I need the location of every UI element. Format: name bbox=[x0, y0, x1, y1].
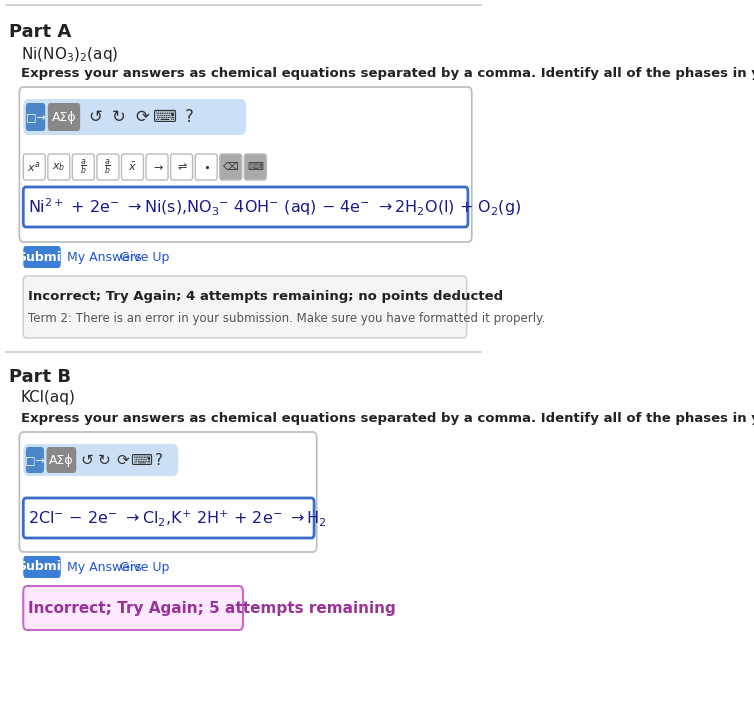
Text: $\bullet$: $\bullet$ bbox=[203, 162, 210, 172]
Text: $\rightleftharpoons$: $\rightleftharpoons$ bbox=[175, 162, 188, 173]
Text: ↺: ↺ bbox=[80, 452, 93, 468]
FancyBboxPatch shape bbox=[23, 586, 243, 630]
FancyBboxPatch shape bbox=[26, 103, 45, 131]
FancyBboxPatch shape bbox=[26, 447, 44, 473]
FancyBboxPatch shape bbox=[121, 154, 143, 180]
FancyBboxPatch shape bbox=[23, 187, 468, 227]
Text: ⌨: ⌨ bbox=[154, 108, 177, 126]
Text: □→: □→ bbox=[25, 455, 44, 465]
Text: ⌨: ⌨ bbox=[130, 452, 152, 468]
FancyBboxPatch shape bbox=[72, 154, 94, 180]
FancyBboxPatch shape bbox=[47, 447, 76, 473]
FancyBboxPatch shape bbox=[97, 154, 119, 180]
FancyBboxPatch shape bbox=[170, 154, 192, 180]
FancyBboxPatch shape bbox=[244, 154, 266, 180]
Text: ↺: ↺ bbox=[89, 108, 103, 126]
FancyBboxPatch shape bbox=[48, 103, 80, 131]
Text: Incorrect; Try Again; 4 attempts remaining; no points deducted: Incorrect; Try Again; 4 attempts remaini… bbox=[29, 290, 504, 303]
Text: ⌨: ⌨ bbox=[247, 162, 263, 172]
FancyBboxPatch shape bbox=[20, 432, 317, 552]
FancyBboxPatch shape bbox=[23, 99, 247, 135]
Text: Give Up: Give Up bbox=[120, 560, 169, 573]
Text: ↻: ↻ bbox=[112, 108, 126, 126]
Text: Ni(NO$_3$)$_2$(aq): Ni(NO$_3$)$_2$(aq) bbox=[20, 45, 118, 64]
Text: Term 2: There is an error in your submission. Make sure you have formatted it pr: Term 2: There is an error in your submis… bbox=[29, 312, 546, 325]
Text: Part A: Part A bbox=[9, 23, 72, 41]
Text: ?: ? bbox=[155, 452, 163, 468]
Text: AΣϕ: AΣϕ bbox=[52, 110, 76, 123]
Text: $\frac{a}{b}$: $\frac{a}{b}$ bbox=[105, 157, 112, 176]
Text: ↻: ↻ bbox=[98, 452, 111, 468]
FancyBboxPatch shape bbox=[146, 154, 168, 180]
FancyBboxPatch shape bbox=[195, 154, 217, 180]
Text: 2Cl$^{-}$ $-$ 2e$^{-}$ $\rightarrow$Cl$_2$,K$^{+}$ 2H$^{+}$ + 2e$^{-}$ $\rightar: 2Cl$^{-}$ $-$ 2e$^{-}$ $\rightarrow$Cl$_… bbox=[29, 508, 327, 528]
Text: AΣϕ: AΣϕ bbox=[49, 454, 74, 466]
Text: Incorrect; Try Again; 5 attempts remaining: Incorrect; Try Again; 5 attempts remaini… bbox=[29, 600, 396, 616]
Text: ⌫: ⌫ bbox=[223, 162, 238, 172]
Text: Express your answers as chemical equations separated by a comma. Identify all of: Express your answers as chemical equatio… bbox=[20, 412, 754, 425]
FancyBboxPatch shape bbox=[20, 87, 472, 242]
Text: ?: ? bbox=[184, 108, 193, 126]
Text: My Answers: My Answers bbox=[67, 251, 142, 263]
FancyBboxPatch shape bbox=[23, 276, 467, 338]
Text: KCl(aq): KCl(aq) bbox=[20, 390, 75, 405]
Text: Express your answers as chemical equations separated by a comma. Identify all of: Express your answers as chemical equatio… bbox=[20, 67, 754, 80]
FancyBboxPatch shape bbox=[219, 154, 242, 180]
FancyBboxPatch shape bbox=[23, 444, 179, 476]
Text: ⟳: ⟳ bbox=[135, 108, 149, 126]
Text: □→: □→ bbox=[26, 112, 45, 122]
Text: ⟳: ⟳ bbox=[116, 452, 129, 468]
Text: Submit: Submit bbox=[17, 251, 67, 263]
FancyBboxPatch shape bbox=[48, 154, 70, 180]
Text: Submit: Submit bbox=[17, 560, 67, 573]
Text: My Answers: My Answers bbox=[67, 560, 142, 573]
Text: $\rightarrow$: $\rightarrow$ bbox=[151, 162, 164, 172]
FancyBboxPatch shape bbox=[23, 154, 45, 180]
Text: $\bar{x}$: $\bar{x}$ bbox=[128, 161, 137, 173]
FancyBboxPatch shape bbox=[23, 246, 61, 268]
FancyBboxPatch shape bbox=[23, 556, 61, 578]
Text: $\frac{a}{b}$: $\frac{a}{b}$ bbox=[80, 157, 87, 176]
Text: Give Up: Give Up bbox=[120, 251, 169, 263]
Text: Ni$^{2+}$ + 2e$^{-}$ $\rightarrow$Ni(s),NO$_3$$^{-}$ 4OH$^{-}$ (aq) $-$ 4e$^{-}$: Ni$^{2+}$ + 2e$^{-}$ $\rightarrow$Ni(s),… bbox=[29, 196, 522, 218]
FancyBboxPatch shape bbox=[23, 498, 314, 538]
Text: $x^a$: $x^a$ bbox=[27, 160, 41, 174]
Text: $x_b$: $x_b$ bbox=[52, 161, 66, 173]
Text: Part B: Part B bbox=[9, 368, 71, 386]
